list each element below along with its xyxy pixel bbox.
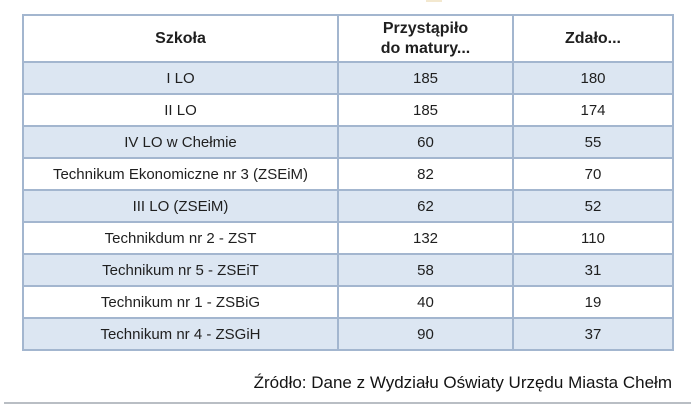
table-row: I LO 185 180 bbox=[22, 61, 674, 95]
cell-school: IV LO w Chełmie bbox=[22, 125, 339, 159]
cell-school: Technikum nr 1 - ZSBiG bbox=[22, 285, 339, 319]
cell-attended: 40 bbox=[337, 285, 514, 319]
col-header-attended: Przystąpiło do matury... bbox=[337, 14, 514, 63]
col-header-passed: Zdało... bbox=[512, 14, 674, 63]
table-row: Technikdum nr 2 - ZST 132 110 bbox=[22, 221, 674, 255]
cell-attended: 185 bbox=[337, 61, 514, 95]
cell-passed: 55 bbox=[512, 125, 674, 159]
cell-attended: 185 bbox=[337, 93, 514, 127]
table-row: Technikum Ekonomiczne nr 3 (ZSEiM) 82 70 bbox=[22, 157, 674, 191]
table-row: II LO 185 174 bbox=[22, 93, 674, 127]
cell-attended: 62 bbox=[337, 189, 514, 223]
cell-school: III LO (ZSEiM) bbox=[22, 189, 339, 223]
col-header-school: Szkoła bbox=[22, 14, 339, 63]
cell-school: Technikum nr 4 - ZSGiH bbox=[22, 317, 339, 351]
table-row: III LO (ZSEiM) 62 52 bbox=[22, 189, 674, 223]
cell-passed: 110 bbox=[512, 221, 674, 255]
cell-passed: 31 bbox=[512, 253, 674, 287]
cell-passed: 37 bbox=[512, 317, 674, 351]
bottom-divider bbox=[4, 402, 691, 404]
cell-passed: 52 bbox=[512, 189, 674, 223]
cell-school: Technikum nr 5 - ZSEiT bbox=[22, 253, 339, 287]
cell-attended: 132 bbox=[337, 221, 514, 255]
cell-school: I LO bbox=[22, 61, 339, 95]
cell-passed: 180 bbox=[512, 61, 674, 95]
cell-passed: 70 bbox=[512, 157, 674, 191]
cell-attended: 60 bbox=[337, 125, 514, 159]
table-row: Technikum nr 1 - ZSBiG 40 19 bbox=[22, 285, 674, 319]
table-row: IV LO w Chełmie 60 55 bbox=[22, 125, 674, 159]
cell-passed: 19 bbox=[512, 285, 674, 319]
source-note: Źródło: Dane z Wydziału Oświaty Urzędu M… bbox=[253, 373, 672, 392]
cell-school: II LO bbox=[22, 93, 339, 127]
cell-attended: 82 bbox=[337, 157, 514, 191]
cell-school: Technikdum nr 2 - ZST bbox=[22, 221, 339, 255]
table-row: Technikum nr 5 - ZSEiT 58 31 bbox=[22, 253, 674, 287]
cell-passed: 174 bbox=[512, 93, 674, 127]
top-edge-artifact bbox=[426, 0, 442, 2]
cell-attended: 90 bbox=[337, 317, 514, 351]
table-row: Technikum nr 4 - ZSGiH 90 37 bbox=[22, 317, 674, 351]
cell-attended: 58 bbox=[337, 253, 514, 287]
cell-school: Technikum Ekonomiczne nr 3 (ZSEiM) bbox=[22, 157, 339, 191]
header-row: Szkoła Przystąpiło do matury... Zdało... bbox=[22, 14, 674, 63]
matura-results-table: Szkoła Przystąpiło do matury... Zdało...… bbox=[22, 14, 674, 351]
